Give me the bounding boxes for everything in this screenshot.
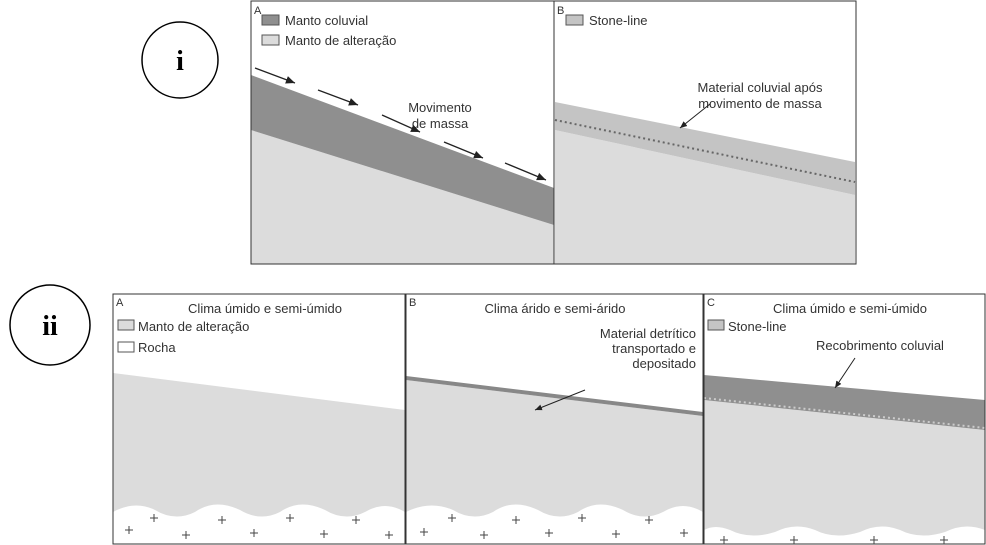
text-line: Material coluvial após [697,80,823,95]
panel-title: Clima úmido e semi-úmido [188,301,342,316]
text-line: Movimento [408,100,472,115]
legend-label: Manto coluvial [285,13,368,28]
text-line: de massa [412,116,469,131]
panel-bottom-a: A Clima úmido e semi-úmido Manto de alte… [113,294,405,544]
panel-letter: A [116,297,124,309]
section-label: ii [42,311,58,342]
panel-bottom-b: B Clima árido e semi-árido Material detr… [406,294,703,544]
panel-letter: B [409,297,416,309]
diagram: i ii A Manto coluvial Manto de alteração… [0,0,986,545]
legend-label: Stone-line [728,319,787,334]
panel-letter: A [254,5,262,17]
legend-label: Rocha [138,340,176,355]
text-line: Material detrítico [600,326,696,341]
panel-bottom-c: C Clima úmido e semi-úmido Stone-line Re… [704,294,985,544]
panel-title: Clima árido e semi-árido [485,301,626,316]
legend-label: Manto de alteração [138,319,249,334]
text-line: Recobrimento coluvial [816,338,944,353]
panel-letter: B [557,5,564,17]
text-line: transportado e [612,341,696,356]
legend-label: Manto de alteração [285,33,396,48]
text-line: depositado [632,356,696,371]
legend-label: Stone-line [589,13,648,28]
annotation: Recobrimento coluvial [816,338,944,353]
text-line: movimento de massa [698,96,822,111]
panel-letter: C [707,297,715,309]
panel-title: Clima úmido e semi-úmido [773,301,927,316]
panel-top-a: A Manto coluvial Manto de alteração Movi… [251,1,554,264]
section-label: i [176,46,184,77]
